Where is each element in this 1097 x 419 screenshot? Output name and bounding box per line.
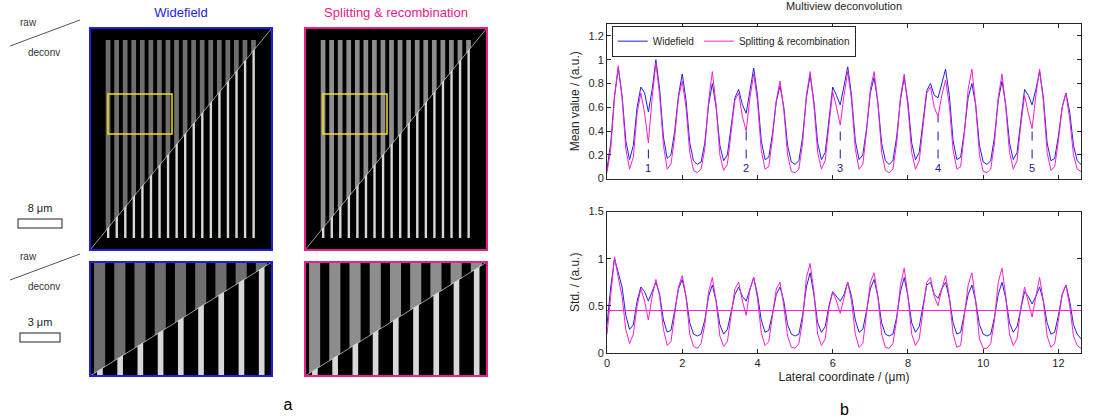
svg-text:Widefield: Widefield	[154, 5, 207, 20]
svg-text:Multiview deconvolution: Multiview deconvolution	[786, 0, 902, 12]
svg-text:0: 0	[604, 357, 610, 369]
svg-text:1: 1	[645, 162, 651, 174]
svg-text:deconv: deconv	[28, 47, 60, 58]
svg-text:raw: raw	[20, 251, 37, 262]
svg-text:Splitting & recombination: Splitting & recombination	[739, 36, 850, 47]
svg-text:0.6: 0.6	[589, 101, 604, 113]
svg-text:3: 3	[837, 162, 843, 174]
svg-text:0: 0	[598, 172, 604, 184]
svg-text:raw: raw	[20, 17, 37, 28]
svg-text:1: 1	[598, 253, 604, 265]
svg-text:deconv: deconv	[28, 281, 60, 292]
svg-text:4: 4	[754, 357, 760, 369]
svg-text:2: 2	[679, 357, 685, 369]
svg-text:0: 0	[598, 347, 604, 359]
svg-text:0.5: 0.5	[589, 300, 604, 312]
svg-text:a: a	[284, 396, 293, 413]
svg-text:Splitting & recombination: Splitting & recombination	[324, 5, 468, 20]
svg-text:6: 6	[830, 357, 836, 369]
svg-text:12: 12	[1052, 357, 1064, 369]
svg-text:Mean value / (a.u.): Mean value / (a.u.)	[568, 51, 582, 151]
svg-text:Lateral coordinate / (μm): Lateral coordinate / (μm)	[779, 370, 910, 384]
svg-text:b: b	[840, 401, 849, 418]
svg-text:10: 10	[977, 357, 989, 369]
svg-text:1.2: 1.2	[589, 30, 604, 42]
svg-text:8: 8	[905, 357, 911, 369]
svg-text:0.8: 0.8	[589, 77, 604, 89]
svg-text:5: 5	[1029, 162, 1035, 174]
svg-text:Widefield: Widefield	[653, 36, 694, 47]
svg-text:2: 2	[743, 162, 749, 174]
svg-text:1.5: 1.5	[589, 205, 604, 217]
svg-text:0.2: 0.2	[589, 149, 604, 161]
svg-text:0.4: 0.4	[589, 125, 604, 137]
svg-text:3 μm: 3 μm	[28, 316, 53, 328]
svg-text:8 μm: 8 μm	[28, 202, 53, 214]
svg-text:1: 1	[598, 54, 604, 66]
svg-text:4: 4	[935, 162, 941, 174]
svg-text:Std. / (a.u.): Std. / (a.u.)	[568, 253, 582, 312]
